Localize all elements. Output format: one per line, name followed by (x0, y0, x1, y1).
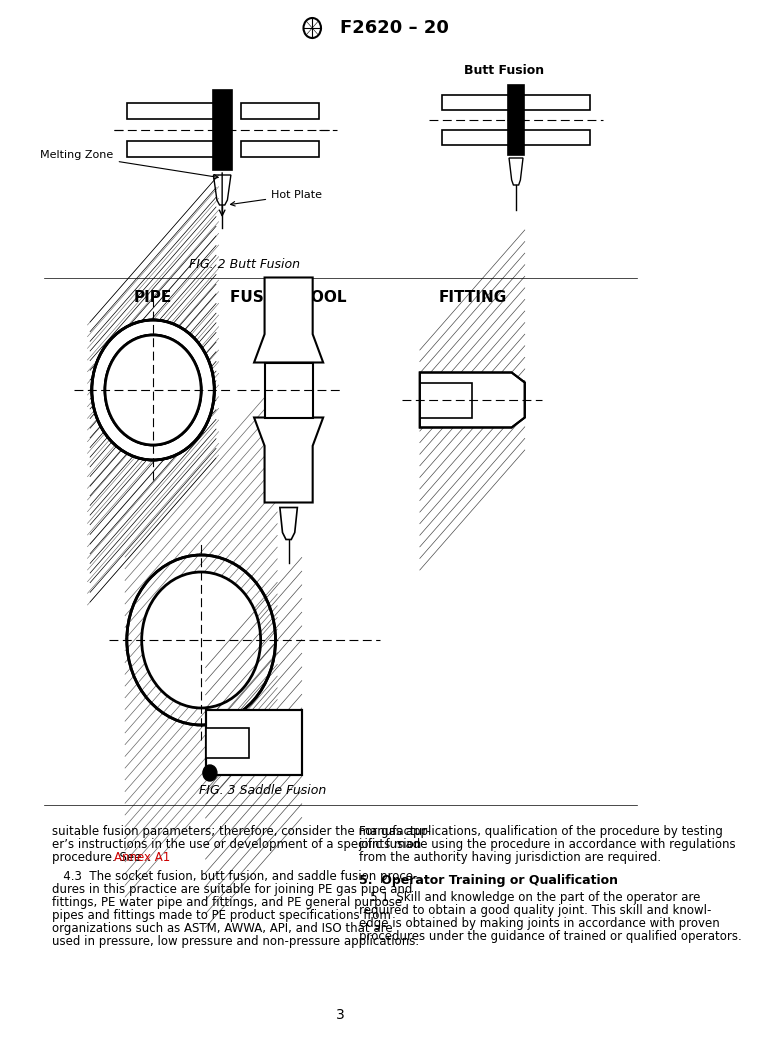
Polygon shape (509, 158, 523, 185)
Text: FITTING: FITTING (438, 290, 506, 305)
Text: FUSION TOOL: FUSION TOOL (230, 290, 347, 305)
Text: suitable fusion parameters; therefore, consider the manufactur-: suitable fusion parameters; therefore, c… (52, 826, 431, 838)
Text: Annex A1: Annex A1 (114, 850, 170, 864)
Bar (212, 90, 232, 170)
Bar (508, 85, 524, 155)
Polygon shape (254, 278, 323, 362)
Text: procedure. See: procedure. See (52, 850, 145, 864)
Text: For gas applications, qualification of the procedure by testing: For gas applications, qualification of t… (359, 826, 723, 838)
Text: edge is obtained by making joints in accordance with proven: edge is obtained by making joints in acc… (359, 917, 720, 930)
Polygon shape (254, 417, 323, 503)
Polygon shape (280, 508, 297, 539)
Polygon shape (213, 175, 231, 205)
Text: 4.3  The socket fusion, butt fusion, and saddle fusion proce-: 4.3 The socket fusion, butt fusion, and … (52, 870, 418, 883)
Text: 5.  Operator Training or Qualification: 5. Operator Training or Qualification (359, 874, 618, 887)
Text: FIG. 3 Saddle Fusion: FIG. 3 Saddle Fusion (198, 784, 326, 796)
Circle shape (105, 335, 202, 445)
Bar (265, 362, 313, 417)
Bar (205, 710, 302, 775)
Bar (420, 382, 472, 417)
Text: er’s instructions in the use or development of a specific fusion: er’s instructions in the use or developm… (52, 838, 422, 850)
Text: PIPE: PIPE (134, 290, 172, 305)
Text: from the authority having jurisdiction are required.: from the authority having jurisdiction a… (359, 850, 661, 864)
Text: pipes and fittings made to PE product specifications from: pipes and fittings made to PE product sp… (52, 909, 391, 922)
Bar (442, 130, 512, 145)
Circle shape (92, 320, 214, 460)
Text: .: . (147, 850, 151, 864)
Bar (240, 103, 319, 119)
Text: FIG. 2 Butt Fusion: FIG. 2 Butt Fusion (189, 258, 300, 272)
Text: Butt Fusion: Butt Fusion (464, 64, 544, 76)
Circle shape (142, 572, 261, 708)
Text: Melting Zone: Melting Zone (40, 150, 218, 179)
Polygon shape (420, 373, 525, 428)
Text: fittings, PE water pipe and fittings, and PE general purpose: fittings, PE water pipe and fittings, an… (52, 896, 402, 909)
Text: F2620 – 20: F2620 – 20 (340, 19, 449, 37)
Text: joints made using the procedure in accordance with regulations: joints made using the procedure in accor… (359, 838, 736, 850)
Circle shape (105, 335, 202, 445)
Bar (520, 130, 591, 145)
Text: 3: 3 (336, 1008, 345, 1022)
Text: organizations such as ASTM, AWWA, API, and ISO that are: organizations such as ASTM, AWWA, API, a… (52, 922, 393, 935)
Circle shape (203, 765, 217, 781)
Text: dures in this practice are suitable for joining PE gas pipe and: dures in this practice are suitable for … (52, 883, 413, 896)
Text: 5.1  Skill and knowledge on the part of the operator are: 5.1 Skill and knowledge on the part of t… (359, 891, 700, 904)
Bar (205, 728, 249, 758)
Bar (240, 141, 319, 157)
Text: SADDLE
FUSION: SADDLE FUSION (219, 739, 288, 771)
Bar (520, 95, 591, 110)
Text: Hot Plate: Hot Plate (230, 191, 322, 206)
Text: used in pressure, low pressure and non-pressure applications.: used in pressure, low pressure and non-p… (52, 935, 419, 948)
Bar (442, 95, 512, 110)
Bar (127, 141, 214, 157)
Text: procedures under the guidance of trained or qualified operators.: procedures under the guidance of trained… (359, 930, 741, 943)
Circle shape (127, 555, 275, 725)
Bar (205, 710, 302, 775)
Bar (127, 103, 214, 119)
Circle shape (105, 335, 202, 445)
Text: required to obtain a good quality joint. This skill and knowl-: required to obtain a good quality joint.… (359, 904, 711, 917)
Circle shape (92, 320, 214, 460)
